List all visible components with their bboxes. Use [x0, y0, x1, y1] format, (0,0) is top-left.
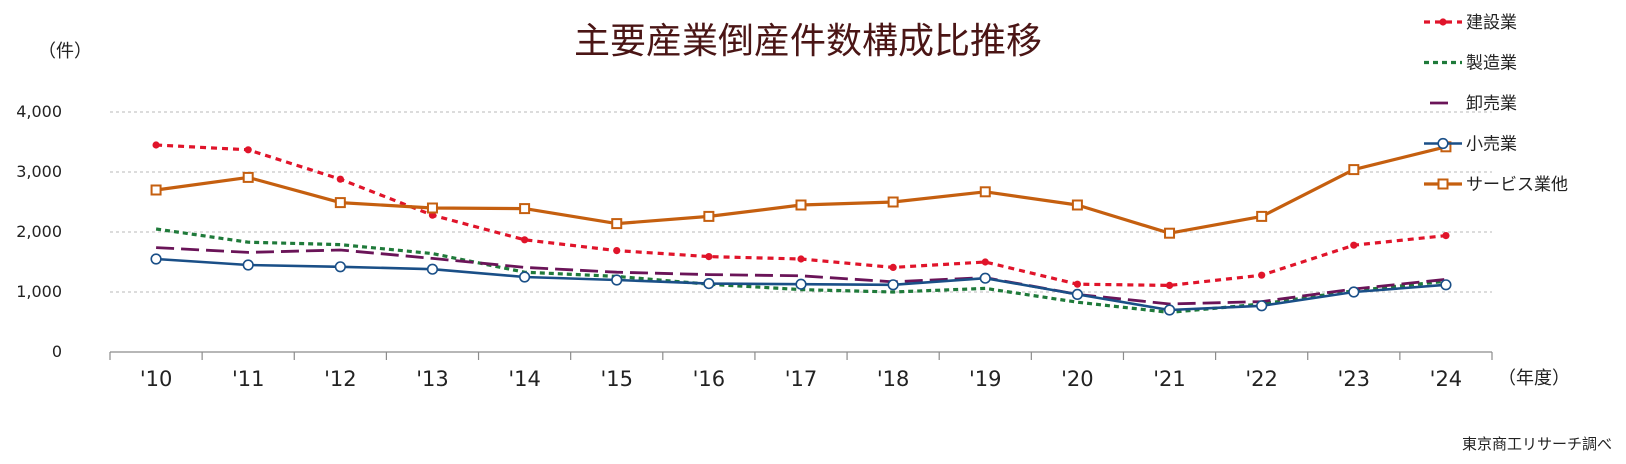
legend-item: 卸売業	[1430, 94, 1517, 114]
data-point	[795, 278, 807, 290]
data-point	[797, 255, 805, 263]
data-point	[1256, 210, 1268, 222]
x-tick-label: '17	[785, 367, 818, 391]
x-tick-label: '15	[600, 367, 633, 391]
data-point	[150, 253, 162, 265]
data-point	[1163, 304, 1176, 316]
data-point	[242, 259, 254, 271]
x-axis: '10 '11 '12 '13 '14 '15 '16 '17 '18 '19 '20 '21 '22 '…	[109, 351, 1493, 391]
series-line	[155, 145, 1447, 235]
data-point	[1348, 164, 1360, 176]
x-axis-unit-label: （年度）	[1498, 368, 1570, 389]
data-point	[611, 218, 623, 230]
data-point	[426, 202, 438, 214]
data-point	[518, 271, 531, 283]
data-point	[1164, 227, 1176, 239]
series-line	[156, 143, 1447, 287]
x-tick-label: '10	[140, 367, 173, 391]
legend-label: サービス業他	[1466, 175, 1568, 195]
data-point	[979, 186, 991, 198]
x-tick-label: '21	[1153, 367, 1186, 391]
data-point	[887, 196, 899, 208]
y-tick-label: 0	[52, 342, 62, 361]
data-point	[703, 210, 715, 222]
data-point	[521, 236, 529, 244]
legend-item: 小売業	[1424, 135, 1517, 155]
data-point	[426, 263, 439, 275]
y-axis-ticks: 0 1,000 2,000 3,000 4,000	[16, 102, 62, 361]
data-point	[887, 279, 899, 291]
data-point	[1071, 288, 1083, 301]
data-point	[703, 278, 715, 290]
legend-label: 建設業	[1466, 13, 1517, 33]
legend-label: 小売業	[1466, 135, 1517, 155]
x-tick-label: '20	[1061, 367, 1094, 391]
series-line	[156, 246, 1447, 306]
data-point	[1071, 199, 1083, 211]
data-point	[1440, 279, 1452, 291]
y-tick-label: 2,000	[16, 222, 62, 241]
data-point	[1165, 281, 1174, 289]
y-axis-unit-label: （件）	[38, 41, 92, 62]
x-tick-label: '12	[324, 367, 357, 391]
x-tick-label: '22	[1245, 367, 1278, 391]
data-point	[981, 258, 989, 266]
data-point	[1437, 137, 1449, 150]
data-point	[705, 253, 713, 261]
data-point	[1348, 286, 1360, 298]
legend-item: サービス業他	[1424, 175, 1568, 195]
series-group	[150, 141, 1452, 316]
data-point	[336, 175, 344, 183]
source-note: 東京商工リサーチ調べ	[1462, 435, 1612, 453]
data-point	[613, 247, 621, 255]
series-3	[156, 246, 1447, 306]
series-1	[152, 141, 1450, 289]
x-tick-label: '23	[1338, 367, 1371, 391]
data-point	[150, 184, 162, 196]
x-tick-label: '24	[1430, 367, 1463, 391]
data-point	[1442, 232, 1450, 240]
y-tick-label: 1,000	[16, 282, 62, 301]
series-line	[155, 227, 1447, 314]
data-point	[519, 203, 531, 215]
data-point	[1256, 300, 1268, 312]
chart-title: 主要産業倒産件数構成比推移	[574, 21, 1042, 62]
series-2	[155, 227, 1447, 314]
x-tick-label: '14	[508, 367, 541, 391]
legend-item: 建設業	[1424, 13, 1517, 33]
data-point	[889, 263, 897, 271]
data-point	[795, 199, 807, 211]
legend-label: 製造業	[1466, 54, 1517, 74]
data-point	[611, 274, 623, 286]
y-tick-label: 3,000	[16, 162, 62, 181]
series-4	[150, 253, 1452, 316]
x-tick-label: '18	[877, 367, 910, 391]
x-tick-label: '11	[232, 367, 265, 391]
data-point	[979, 272, 991, 284]
data-point	[152, 141, 160, 149]
data-point	[1439, 18, 1447, 26]
data-point	[1073, 280, 1081, 288]
data-point	[1350, 241, 1358, 249]
legend-item: 製造業	[1424, 54, 1517, 74]
data-point	[1437, 178, 1449, 190]
x-tick-label: '13	[416, 367, 449, 391]
data-point	[242, 171, 254, 183]
series-5	[150, 141, 1452, 239]
x-tick-label: '19	[969, 367, 1002, 391]
y-tick-label: 4,000	[16, 102, 62, 121]
legend-label: 卸売業	[1466, 94, 1517, 114]
data-point	[1258, 271, 1266, 279]
x-tick-label: '16	[693, 367, 726, 391]
data-point	[334, 261, 346, 273]
grid-lines	[110, 111, 1492, 293]
data-point	[244, 146, 252, 154]
data-point	[334, 197, 346, 209]
